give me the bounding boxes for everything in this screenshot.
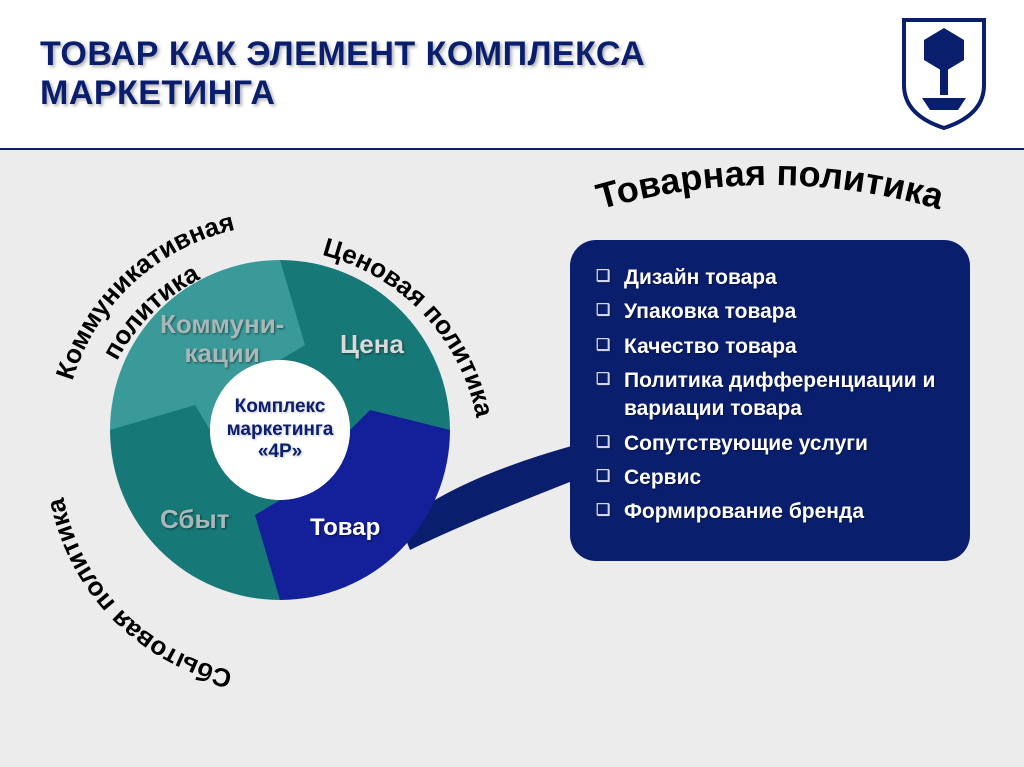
title-line-2: МАРКЕТИНГА	[40, 74, 275, 112]
segment-label-price: Цена	[340, 330, 404, 359]
donut-chart: Ценовая политика Коммуникативная политик…	[65, 215, 495, 645]
list-item: Дизайн товара	[596, 264, 944, 292]
callout-box: Дизайн товара Упаковка товара Качество т…	[570, 240, 970, 561]
svg-text:Товарная политика: Товарная политика	[592, 155, 950, 217]
donut-center: Комплекс маркетинга «4Р»	[210, 360, 350, 500]
list-item: Политика дифференциации и вариации товар…	[596, 367, 944, 424]
list-item: Формирование бренда	[596, 498, 944, 526]
page-title: ТОВАР КАК ЭЛЕМЕНТ КОМПЛЕКСА МАРКЕТИНГА	[40, 35, 645, 113]
header: ТОВАР КАК ЭЛЕМЕНТ КОМПЛЕКСА МАРКЕТИНГА	[0, 0, 1024, 148]
callout-title-text: Товарная политика	[592, 155, 950, 217]
segment-label-comm: Коммуни-кации	[160, 310, 284, 367]
segment-label-sales: Сбыт	[160, 505, 229, 534]
list-item: Сервис	[596, 464, 944, 492]
callout-title-arc: Товарная политика	[520, 155, 1020, 250]
segment-label-product: Товар	[310, 515, 380, 541]
title-line-1: ТОВАР КАК ЭЛЕМЕНТ КОМПЛЕКСА	[40, 35, 645, 73]
donut-center-label: Комплекс маркетинга «4Р»	[210, 396, 350, 464]
logo-shield-icon	[894, 10, 994, 130]
content-area: Товарная политика Дизайн товара Упаковка…	[0, 150, 1024, 767]
list-item: Качество товара	[596, 333, 944, 361]
list-item: Упаковка товара	[596, 298, 944, 326]
callout-list: Дизайн товара Упаковка товара Качество т…	[596, 264, 944, 527]
list-item: Сопутствующие услуги	[596, 430, 944, 458]
